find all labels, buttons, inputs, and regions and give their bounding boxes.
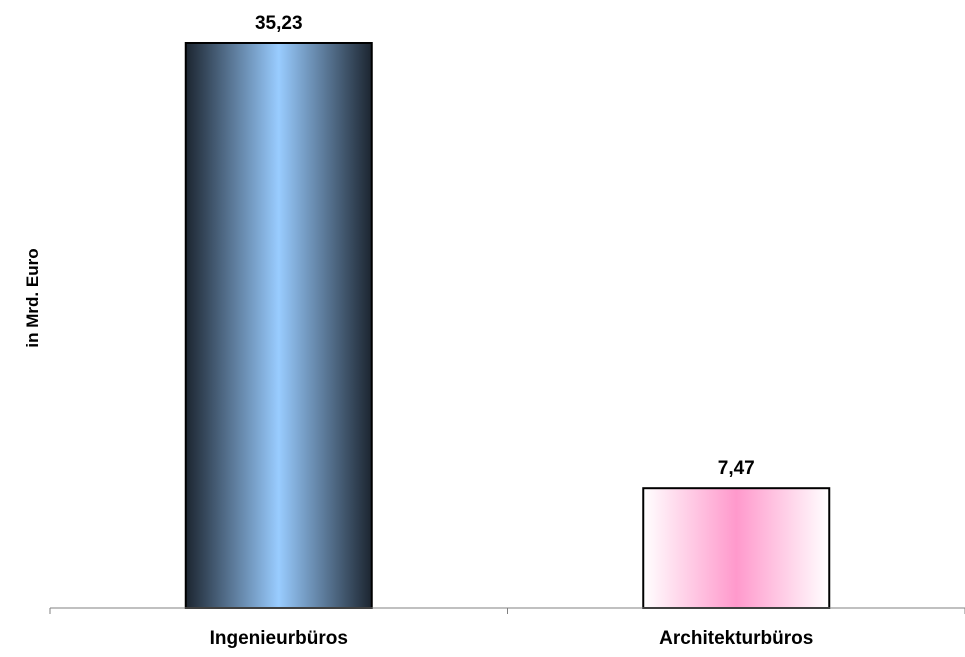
x-tick-label: Ingenieurbüros (210, 628, 348, 649)
bar-architekturbüros (642, 487, 831, 609)
labels: 35,23 Ingenieurbüros 7,47 Architekturbüros (210, 13, 814, 649)
bar-value-label: 7,47 (718, 458, 755, 479)
bar-ingenieurbüros (184, 42, 373, 609)
x-axis-ticks (49, 608, 965, 614)
bars (184, 42, 831, 609)
x-tick-label: Architekturbüros (659, 628, 813, 649)
y-axis-label: in Mrd. Euro (23, 248, 42, 347)
bar-value-label: 35,23 (255, 13, 303, 34)
